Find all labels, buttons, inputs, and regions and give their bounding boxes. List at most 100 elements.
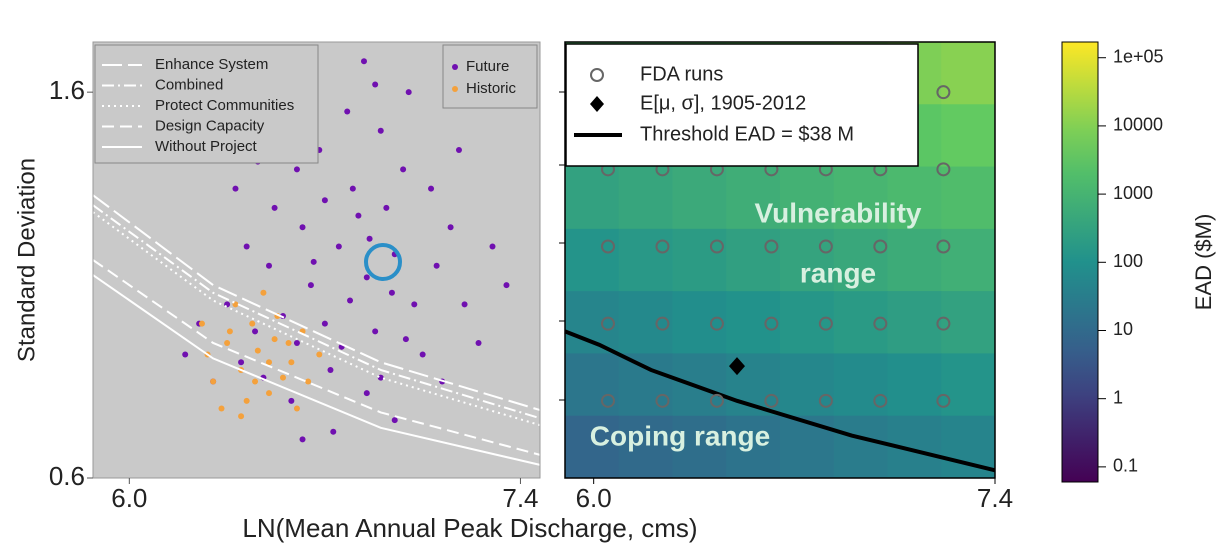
heat-cell [672, 415, 727, 479]
scatter-point [366, 235, 373, 242]
legend-label: Design Capacity [155, 117, 265, 134]
x-tick-label: 6.0 [576, 483, 612, 513]
scatter-point [363, 390, 370, 397]
scatter-point [252, 328, 259, 335]
scenario-line [92, 194, 541, 412]
legend-swatch [452, 64, 458, 70]
scatter-point [299, 436, 306, 443]
heat-cell [565, 228, 620, 292]
scatter-point [305, 378, 312, 385]
scatter-point [279, 374, 286, 381]
scatter-point [293, 166, 300, 173]
fda-run [709, 393, 724, 408]
colorbar [1061, 41, 1099, 483]
scatter-point [372, 328, 379, 335]
scenario-line [92, 204, 541, 420]
scatter-point [271, 336, 278, 343]
scatter-point [316, 351, 323, 358]
legend-label: Threshold EAD = $38 M [640, 123, 854, 145]
fda-run [873, 316, 888, 331]
heat-cell [780, 228, 835, 292]
scatter-point [372, 81, 379, 88]
scatter-point [321, 197, 328, 204]
fda-run [936, 316, 951, 331]
x-tick-label: 7.4 [502, 483, 538, 513]
heat-cell [672, 228, 727, 292]
scatter-point [383, 204, 390, 211]
annotation: range [800, 257, 876, 288]
annotation: Coping range [590, 420, 770, 451]
fda-run [709, 239, 724, 254]
scenario-line [92, 259, 541, 456]
fda-run [873, 393, 888, 408]
scatter-point [238, 413, 245, 420]
heat-cell [833, 228, 888, 292]
scatter-point [243, 243, 250, 250]
y-tick-label: 0.6 [49, 461, 85, 491]
colorbar-tick-label: 1000 [1113, 183, 1153, 203]
colorbar-tick-label: 1e+05 [1113, 46, 1164, 66]
scatter-point [433, 262, 440, 269]
fda-run [655, 393, 670, 408]
fda-run [601, 393, 615, 408]
heat-cell [565, 166, 620, 230]
heat-cell [672, 353, 727, 417]
heat-cell [941, 104, 996, 168]
scatter-point [330, 428, 337, 435]
annotation: Vulnerability [754, 197, 921, 228]
heat-cell [833, 415, 888, 479]
heat-cell [887, 291, 942, 354]
scatter-point [360, 58, 367, 65]
x-tick-label: 7.4 [977, 483, 1013, 513]
scatter-point [271, 204, 278, 211]
scatter-point [400, 166, 407, 173]
x-tick-label: 6.0 [111, 483, 147, 513]
scatter-point [419, 351, 426, 358]
heat-cell [833, 166, 888, 230]
scatter-point [307, 282, 314, 289]
x-axis-label: LN(Mean Annual Peak Discharge, cms) [242, 513, 697, 543]
threshold-line [564, 329, 996, 473]
fda-run [601, 239, 615, 254]
colorbar-tick-label: 100 [1113, 251, 1143, 271]
scatter-point [218, 405, 225, 412]
legend-label: Future [466, 58, 509, 75]
scatter-point [461, 301, 468, 308]
scatter-point [226, 328, 233, 335]
colorbar-tick-label: 10 [1113, 319, 1133, 339]
heat-cell [887, 353, 942, 417]
legend-label: FDA runs [640, 63, 723, 85]
legend-label: Without Project [155, 138, 258, 155]
fda-run [764, 393, 779, 408]
scatter-point [224, 339, 231, 346]
scatter-point [447, 224, 454, 231]
fda-run [936, 162, 951, 177]
fda-run [873, 239, 888, 254]
legend-label: Enhance System [155, 56, 268, 73]
y-tick-label: 1.6 [49, 75, 85, 105]
heat-cell [780, 166, 835, 230]
heat-cell [833, 291, 888, 354]
scatter-point [327, 366, 334, 373]
legend-swatch [590, 68, 604, 82]
colorbar-tick-label: 0.1 [1113, 456, 1138, 476]
heat-cell [780, 291, 835, 354]
scatter-point [363, 274, 370, 281]
fda-run [764, 316, 779, 331]
scatter-point [252, 378, 259, 385]
legend-label: E[μ, σ], 1905-2012 [640, 92, 806, 114]
legend-swatch [590, 96, 604, 112]
heat-cell [726, 166, 781, 230]
scatter-point [402, 336, 409, 343]
heat-cell [618, 166, 673, 230]
scatter-point [428, 185, 435, 192]
scatter-point [198, 320, 205, 327]
scenario-line [92, 211, 541, 427]
scatter-point [260, 289, 267, 296]
heat-cell [726, 291, 781, 354]
scatter-point [391, 417, 398, 424]
heat-cell [672, 166, 727, 230]
heat-cell [565, 291, 620, 354]
fda-run [601, 316, 615, 331]
colorbar-tick-label: 1 [1113, 387, 1123, 407]
